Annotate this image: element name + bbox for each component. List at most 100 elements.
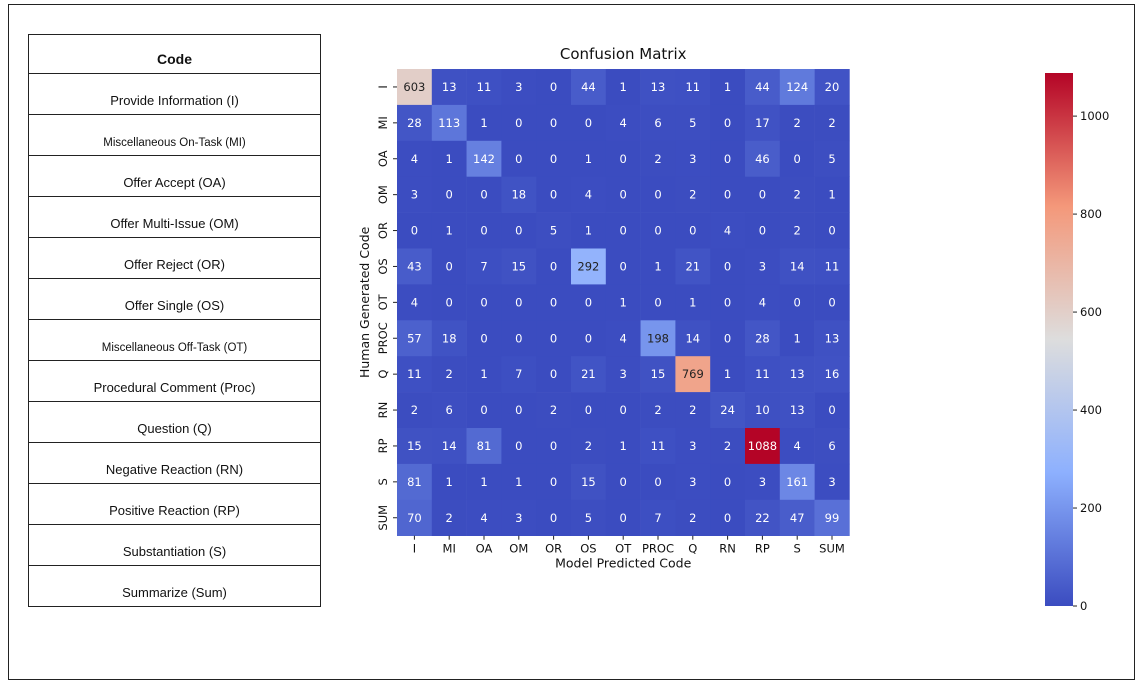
cell-value-label: 1 bbox=[480, 475, 487, 489]
heatmap-cell bbox=[605, 320, 641, 357]
heatmap-cell bbox=[431, 356, 467, 393]
heatmap-cell bbox=[779, 140, 815, 177]
cell-value-label: 1 bbox=[828, 188, 835, 202]
code-row: Substantiation (S) bbox=[28, 524, 321, 566]
heatmap-cell bbox=[466, 69, 502, 106]
cell-value-label: 0 bbox=[515, 403, 522, 417]
cell-value-label: 13 bbox=[651, 80, 666, 94]
cell-value-label: 2 bbox=[550, 403, 557, 417]
heatmap-cell bbox=[814, 320, 850, 357]
cell-value-label: 0 bbox=[828, 295, 835, 309]
heatmap-cell bbox=[675, 212, 711, 249]
cell-value-label: 0 bbox=[480, 403, 487, 417]
cell-value-label: 3 bbox=[759, 259, 766, 273]
heatmap-cell bbox=[466, 104, 502, 142]
cell-value-label: 10 bbox=[755, 403, 770, 417]
heatmap-cell bbox=[431, 140, 467, 177]
cell-value-label: 0 bbox=[620, 511, 627, 525]
heatmap-cell bbox=[397, 140, 433, 177]
heatmap-cell bbox=[571, 69, 607, 106]
cell-value-label: 2 bbox=[794, 116, 801, 130]
cell-value-label: 0 bbox=[724, 152, 731, 166]
cell-value-label: 1 bbox=[724, 367, 731, 381]
heatmap-cell bbox=[571, 499, 607, 536]
cell-value-label: 2 bbox=[689, 511, 696, 525]
code-legend-table: Code Provide Information (I) Miscellaneo… bbox=[28, 34, 321, 607]
heatmap-cell bbox=[536, 176, 572, 213]
code-row: Question (Q) bbox=[28, 401, 321, 443]
heatmap-cell bbox=[501, 176, 537, 213]
code-row: Provide Information (I) bbox=[28, 73, 321, 115]
heatmap-cell bbox=[466, 248, 502, 285]
heatmap-cell bbox=[675, 104, 711, 142]
cell-value-label: 7 bbox=[654, 511, 661, 525]
cell-value-label: 11 bbox=[477, 80, 492, 94]
heatmap-cell bbox=[745, 392, 781, 429]
heatmap-cell bbox=[571, 392, 607, 429]
chart-title: Confusion Matrix bbox=[560, 45, 687, 63]
heatmap-cell bbox=[571, 248, 607, 285]
heatmap-cell bbox=[745, 499, 781, 536]
cell-value-label: 0 bbox=[828, 224, 835, 238]
x-tick-label: RN bbox=[719, 542, 736, 556]
cell-value-label: 1 bbox=[515, 475, 522, 489]
cell-value-label: 0 bbox=[446, 295, 453, 309]
y-tick-label: OA bbox=[376, 150, 390, 167]
y-tick-label: RP bbox=[376, 438, 390, 453]
heatmap-cell bbox=[431, 284, 467, 321]
figure-frame bbox=[8, 4, 1135, 680]
heatmap-cell bbox=[397, 499, 433, 536]
cell-value-label: 28 bbox=[407, 116, 422, 130]
code-row: Offer Single (OS) bbox=[28, 278, 321, 320]
heatmap-cell bbox=[501, 248, 537, 285]
y-tick-label: OS bbox=[376, 258, 390, 274]
code-row: Miscellaneous Off-Task (OT) bbox=[28, 319, 321, 361]
cell-value-label: 0 bbox=[550, 80, 557, 94]
y-tick-label: S bbox=[376, 478, 390, 485]
heatmap-cell bbox=[466, 392, 502, 429]
heatmap-cell bbox=[536, 428, 572, 465]
heatmap-cell bbox=[536, 356, 572, 393]
heatmap-cell bbox=[536, 140, 572, 177]
cell-value-label: 4 bbox=[724, 224, 731, 238]
y-tick-label: RN bbox=[376, 402, 390, 419]
cell-value-label: 6 bbox=[654, 116, 661, 130]
cell-value-label: 0 bbox=[550, 259, 557, 273]
heatmap-cell bbox=[571, 140, 607, 177]
heatmap-cell bbox=[814, 140, 850, 177]
x-tick-label: Q bbox=[688, 542, 697, 556]
y-tick-label: MI bbox=[376, 116, 390, 129]
cell-value-label: 0 bbox=[480, 224, 487, 238]
heatmap-cell bbox=[675, 392, 711, 429]
cell-value-label: 13 bbox=[790, 403, 805, 417]
heatmap-cell bbox=[779, 428, 815, 465]
cell-value-label: 14 bbox=[442, 439, 457, 453]
cell-value-label: 1 bbox=[480, 367, 487, 381]
cell-value-label: 0 bbox=[620, 152, 627, 166]
cell-value-label: 113 bbox=[438, 116, 460, 130]
cell-value-label: 1 bbox=[446, 224, 453, 238]
cell-value-label: 3 bbox=[515, 511, 522, 525]
heatmap-cell bbox=[675, 140, 711, 177]
heatmap-cell bbox=[779, 499, 815, 536]
x-axis-label: Model Predicted Code bbox=[555, 556, 691, 571]
cell-value-label: 0 bbox=[654, 295, 661, 309]
cell-value-label: 7 bbox=[515, 367, 522, 381]
colorbar-tick-label: 0 bbox=[1080, 599, 1087, 613]
heatmap-cell bbox=[571, 212, 607, 249]
heatmap-cell bbox=[605, 499, 641, 536]
cell-value-label: 11 bbox=[755, 367, 770, 381]
heatmap-cell bbox=[779, 248, 815, 285]
heatmap-cell bbox=[745, 248, 781, 285]
cell-value-label: 1 bbox=[689, 295, 696, 309]
cell-value-label: 5 bbox=[689, 116, 696, 130]
heatmap-cell bbox=[640, 284, 676, 321]
cell-value-label: 0 bbox=[550, 511, 557, 525]
heatmap-cell bbox=[397, 176, 433, 213]
cell-value-label: 4 bbox=[411, 152, 418, 166]
y-tick-label: OM bbox=[376, 185, 390, 204]
x-tick-label: SUM bbox=[819, 542, 845, 556]
heatmap-cell bbox=[571, 176, 607, 213]
x-tick-label: S bbox=[794, 542, 801, 556]
